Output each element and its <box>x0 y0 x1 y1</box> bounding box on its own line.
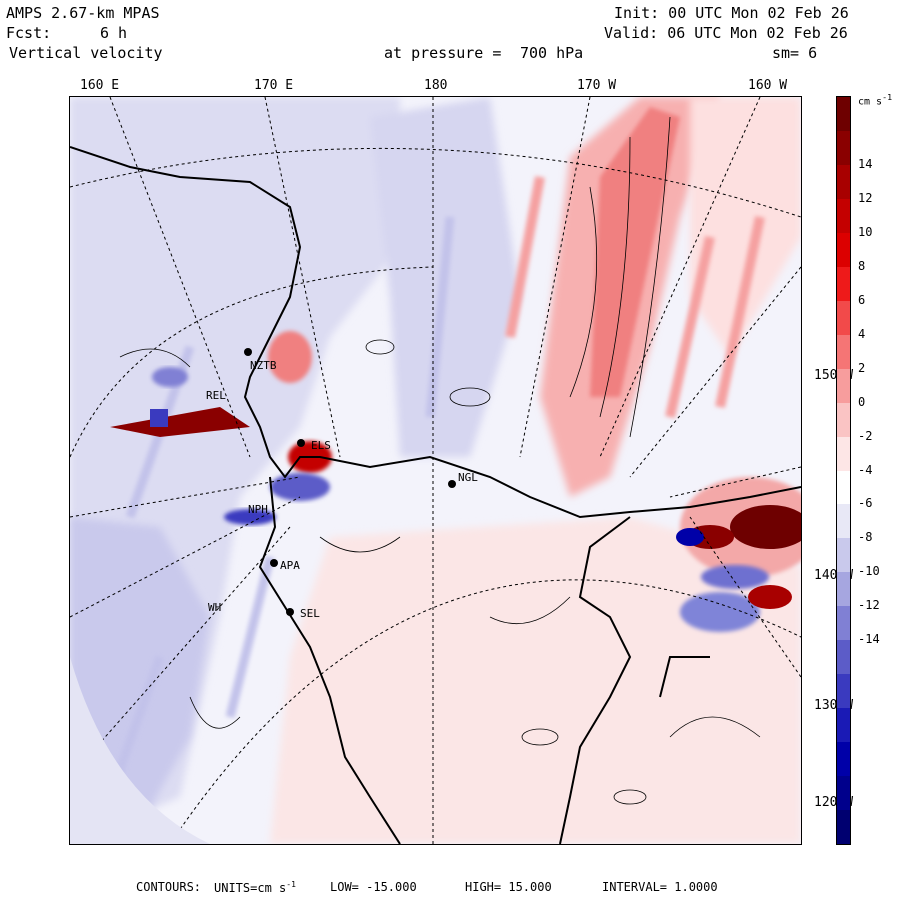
station-apa[interactable]: APA <box>280 559 300 572</box>
map-panel[interactable]: NZTB REL ELS NGL NPH APA WH SEL <box>69 96 802 845</box>
lon-label-170w: 170 W <box>577 78 617 93</box>
no-data-corner <box>70 657 210 844</box>
colorbar-segment <box>837 674 850 709</box>
forecast-label: Fcst: <box>6 24 52 42</box>
colorbar-segment <box>837 606 850 641</box>
colorbar-segment <box>837 640 850 675</box>
ne-positive-core <box>590 107 680 397</box>
colorbar-segment <box>837 538 850 573</box>
colorbar-segment <box>837 300 850 336</box>
lon-label-170e: 170 E <box>254 78 294 93</box>
station-sel[interactable]: SEL <box>300 607 320 620</box>
colorbar-segment <box>837 436 850 471</box>
colorbar-unit: cm s-1 <box>858 92 892 107</box>
graticule-meridians <box>70 97 801 844</box>
colorbar-segment <box>837 742 850 777</box>
colorbar-segment <box>837 708 850 743</box>
lon-label-160e: 160 E <box>80 78 120 93</box>
colorbar-label: -2 <box>858 428 873 443</box>
colorbar-label: 12 <box>858 190 873 205</box>
ne-pink-field <box>690 97 801 357</box>
pressure-value: 700 hPa <box>520 44 584 62</box>
station-markers <box>244 348 456 616</box>
contours-label: CONTOURS: <box>136 880 202 894</box>
contour-interval: INTERVAL= 1.0000 <box>602 880 718 894</box>
colorbar <box>836 96 851 845</box>
colorbar-segment <box>837 266 850 302</box>
colorbar-label: -10 <box>858 564 880 579</box>
colorbar-label: -12 <box>858 598 880 613</box>
graticule-parallels <box>70 147 801 844</box>
colorbar-segment <box>837 130 850 166</box>
colorbar-segment <box>837 810 850 845</box>
colorbar-label: 8 <box>858 258 866 273</box>
colorbar-label: 0 <box>858 394 866 409</box>
colorbar-label: 4 <box>858 326 866 341</box>
colorbar-label: -6 <box>858 496 873 511</box>
colorbar-label: -8 <box>858 530 873 545</box>
contour-high: HIGH= 15.000 <box>465 880 552 894</box>
forecast-hours: 6 h <box>100 24 128 42</box>
contour-lines <box>119 116 761 805</box>
lon-label-180: 180 <box>424 78 448 93</box>
station-rel[interactable]: REL <box>206 389 226 402</box>
field-name: Vertical velocity <box>9 44 163 62</box>
colorbar-segment <box>837 232 850 268</box>
smoothing: sm= 6 <box>772 44 818 62</box>
colorbar-unit-text: cm s <box>858 96 883 108</box>
colorbar-label: 2 <box>858 360 866 375</box>
colorbar-segment <box>837 402 850 438</box>
western-strong-band <box>110 331 332 525</box>
strong-updraft-region <box>676 477 801 632</box>
valid-time: Valid: 06 UTC Mon 02 Feb 26 <box>604 24 848 42</box>
colorbar-label: -14 <box>858 632 880 647</box>
units-exp: -1 <box>286 880 296 889</box>
south-positive-field <box>270 517 801 844</box>
coastline <box>70 146 801 844</box>
vertical-velocity-map <box>70 97 801 844</box>
colorbar-segment <box>837 198 850 234</box>
colorbar-label: -4 <box>858 462 873 477</box>
colorbar-segment <box>837 334 850 370</box>
contour-low: LOW= -15.000 <box>330 880 417 894</box>
eastern-streaks <box>505 176 765 419</box>
units-label: UNITS=cm s-1 <box>214 880 296 895</box>
colorbar-unit-exp: -1 <box>882 92 893 102</box>
colorbar-segment <box>837 504 850 539</box>
colorbar-segment <box>837 368 850 404</box>
station-nztb[interactable]: NZTB <box>250 359 277 372</box>
colorbar-label: 10 <box>858 224 873 239</box>
station-els[interactable]: ELS <box>311 439 331 452</box>
lon-label-160w: 160 W <box>748 78 788 93</box>
station-nph[interactable]: NPH <box>248 503 268 516</box>
colorbar-label: 6 <box>858 292 866 307</box>
station-wh[interactable]: WH <box>208 601 222 614</box>
model-title: AMPS 2.67-km MPAS <box>6 4 160 22</box>
init-time: Init: 00 UTC Mon 02 Feb 26 <box>614 4 849 22</box>
colorbar-label: 14 <box>858 156 873 171</box>
colorbar-segment <box>837 470 850 505</box>
colorbar-segment <box>837 97 850 132</box>
colorbar-segment <box>837 164 850 200</box>
station-ngl[interactable]: NGL <box>458 471 478 484</box>
colorbar-segment <box>837 776 850 811</box>
colorbar-segment <box>837 572 850 607</box>
units-text: UNITS=cm s <box>214 881 287 895</box>
pressure-label: at pressure = <box>384 44 502 62</box>
